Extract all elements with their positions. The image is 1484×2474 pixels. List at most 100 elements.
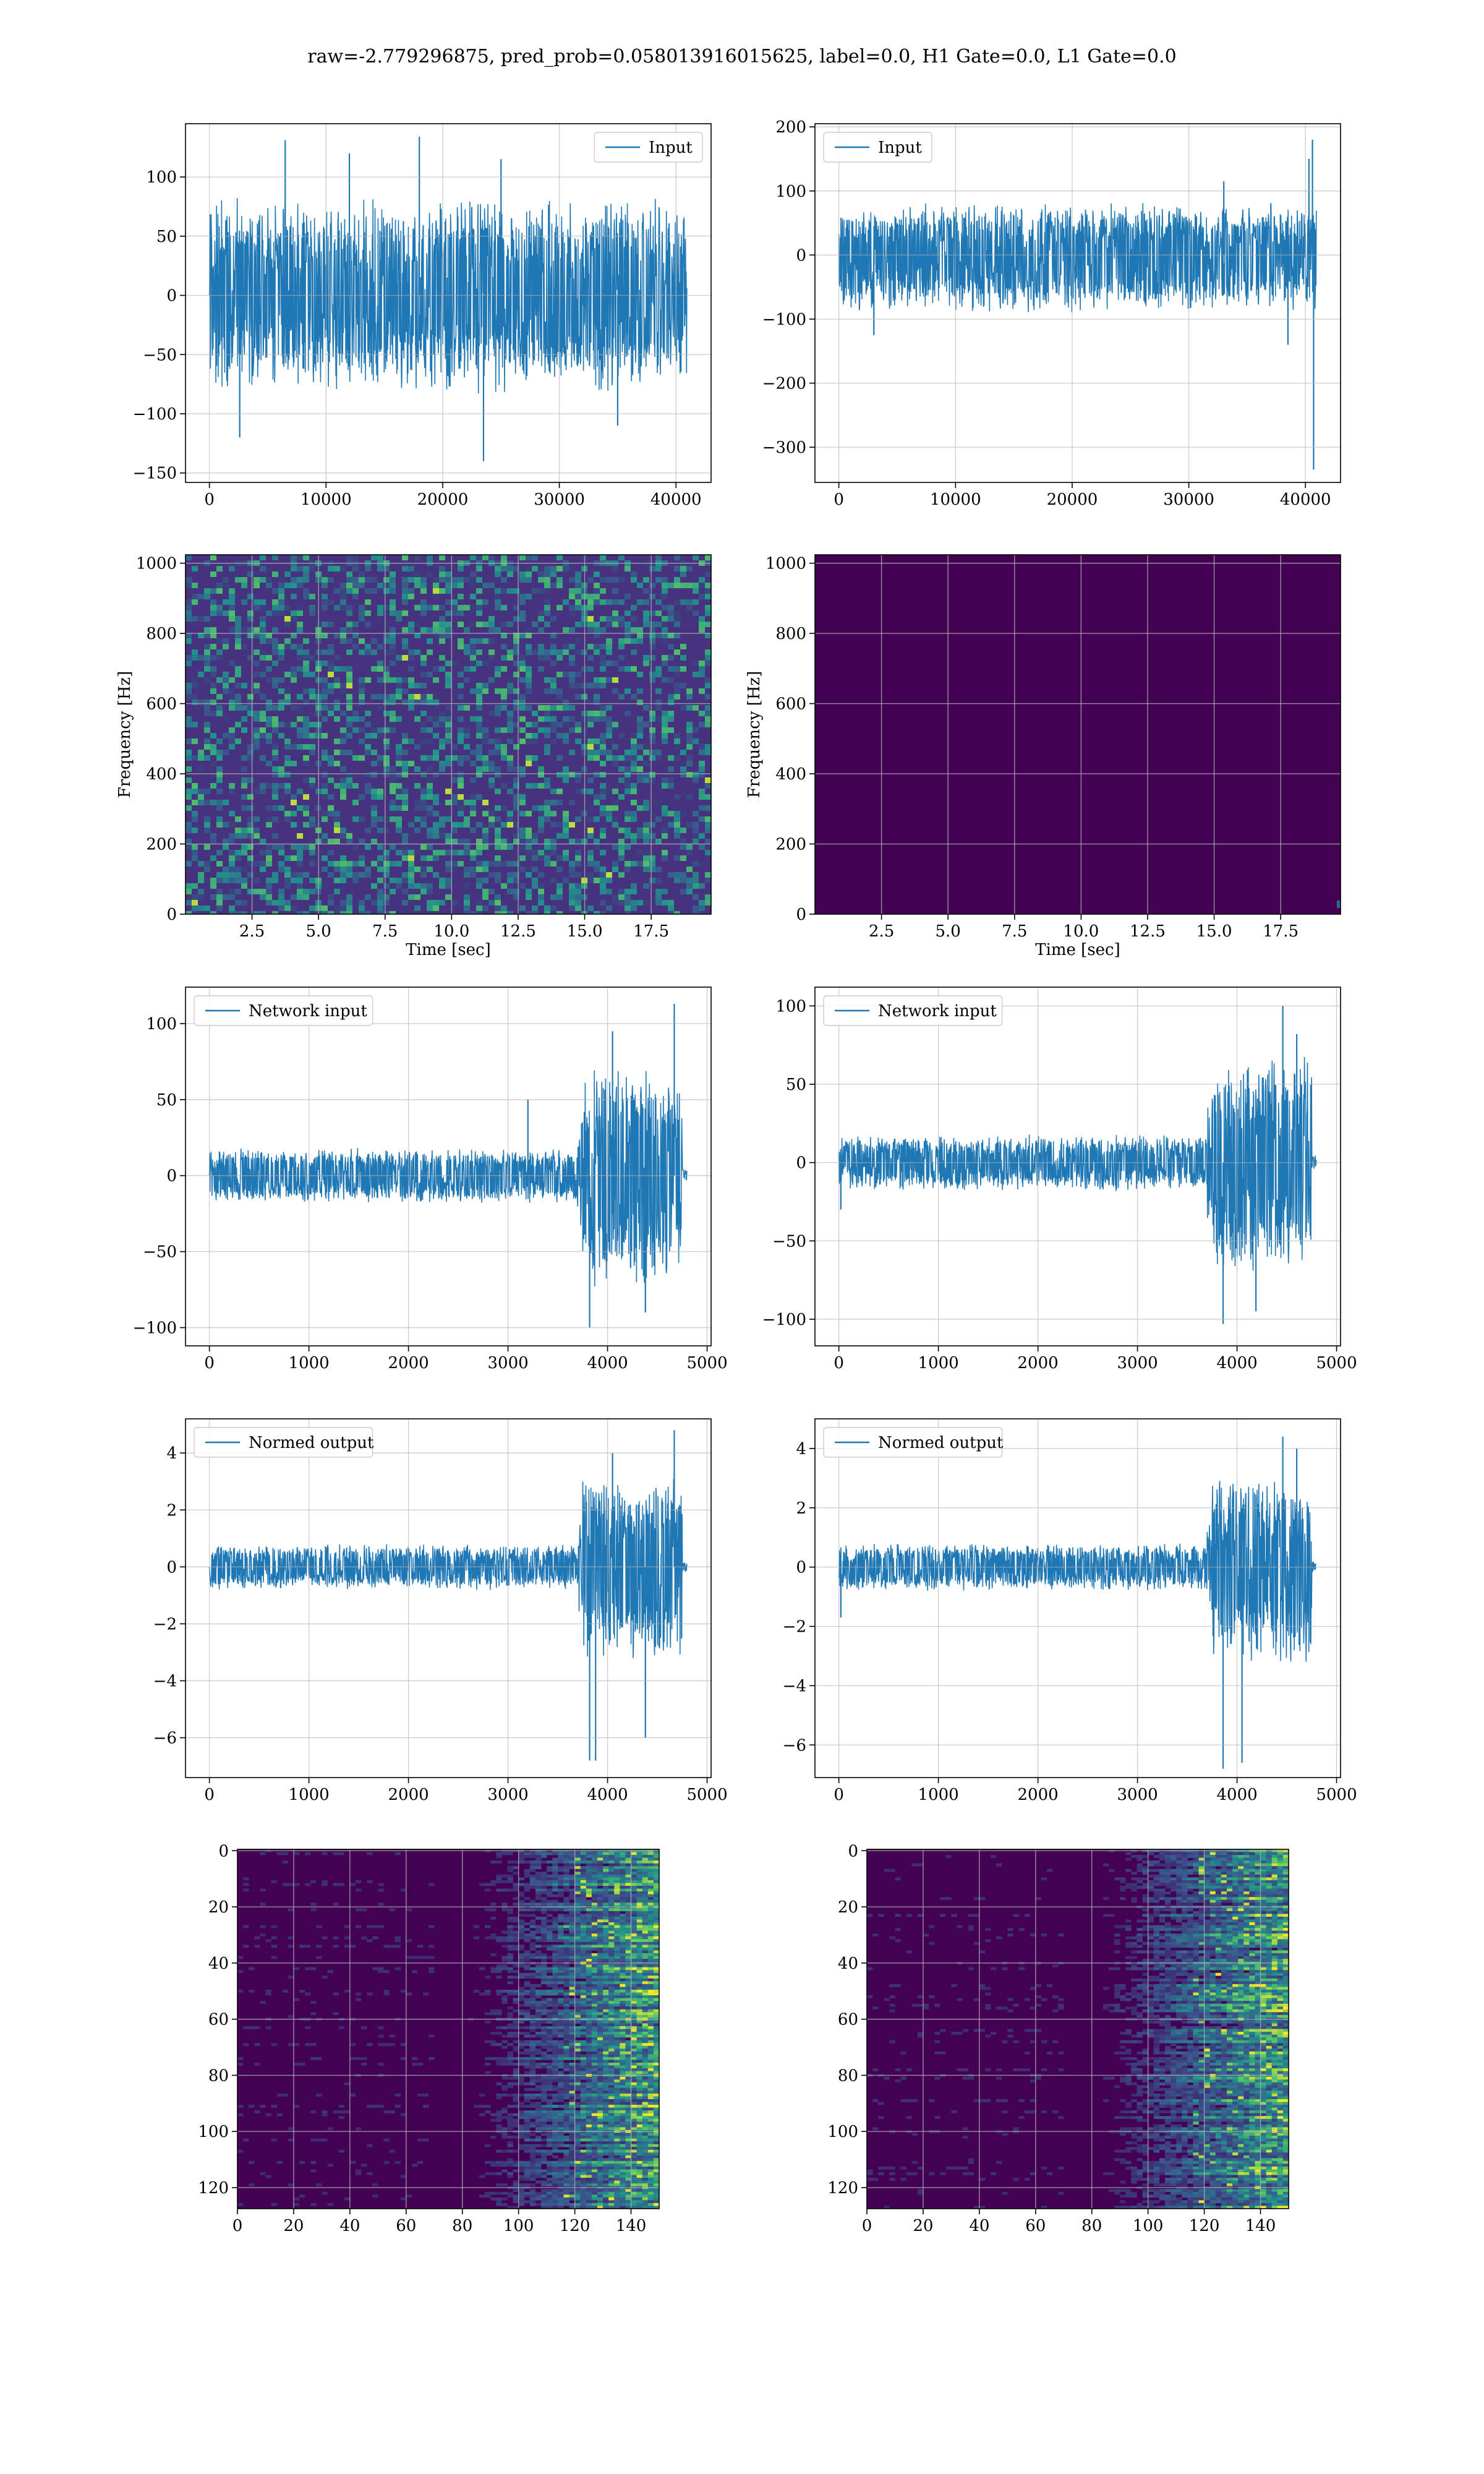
heatmap-cell (591, 2060, 598, 2063)
heatmap-cell (272, 783, 278, 789)
heatmap-cell (608, 1933, 615, 1937)
heatmap-cell (529, 2023, 536, 2027)
heatmap-cell (192, 583, 198, 588)
heatmap-cell (439, 744, 445, 750)
heatmap-cell (402, 766, 408, 772)
heatmap-cell (526, 755, 532, 761)
heatmap-cell (699, 666, 705, 672)
heatmap-cell (563, 1863, 569, 1867)
heatmap-cell (600, 666, 606, 672)
heatmap-cell (408, 761, 414, 766)
heatmap-cell (550, 811, 556, 816)
heatmap-cell (606, 661, 612, 666)
heatmap-cell (284, 644, 291, 649)
heatmap-cell (216, 816, 223, 822)
heatmap-cell (541, 1953, 547, 1956)
heatmap-cell (569, 1970, 575, 1974)
heatmap-cell (603, 1947, 609, 1951)
heatmap-cell (377, 733, 383, 738)
heatmap-cell (647, 1911, 654, 1914)
heatmap-cell (513, 1866, 519, 1870)
heatmap-cell (558, 2048, 564, 2052)
heatmap-cell (550, 616, 556, 622)
heatmap-cell (620, 1855, 626, 1858)
heatmap-cell (186, 900, 192, 905)
heatmap-cell (420, 789, 427, 794)
heatmap-cell (216, 655, 223, 661)
heatmap-cell (334, 705, 340, 711)
heatmap-cell (612, 894, 618, 900)
heatmap-cell (340, 733, 346, 738)
heatmap-cell (552, 1860, 558, 1864)
heatmap-cell (556, 583, 563, 588)
heatmap-cell (693, 727, 699, 733)
heatmap-cell (266, 700, 272, 705)
heatmap-cell (550, 722, 556, 727)
heatmap-cell (305, 2043, 311, 2047)
heatmap-cell (322, 750, 328, 755)
heatmap-cell (192, 722, 198, 727)
heatmap-cell (210, 555, 216, 560)
heatmap-cell (526, 705, 532, 711)
heatmap-cell (278, 588, 284, 594)
heatmap-cell (501, 644, 507, 649)
heatmap-cell (371, 816, 377, 822)
heatmap-cell (328, 894, 334, 900)
heatmap-cell (636, 2076, 643, 2080)
heatmap-cell (614, 2009, 620, 2013)
heatmap-cell (597, 2076, 603, 2080)
heatmap-cell (649, 861, 655, 867)
heatmap-cell (501, 1903, 508, 1906)
heatmap-cell (597, 1868, 603, 1872)
heatmap-cell (445, 705, 451, 711)
heatmap-cell (631, 811, 637, 816)
heatmap-cell (597, 2051, 603, 2055)
heatmap-cell (574, 1956, 581, 1959)
heatmap-cell (243, 1888, 249, 1892)
heatmap-cell (349, 2043, 356, 2047)
heatmap-cell (479, 1883, 485, 1886)
heatmap-cell (636, 1868, 643, 1872)
heatmap-cell (396, 789, 402, 794)
plot-area (208, 1430, 688, 1761)
heatmap-cell (625, 1953, 631, 1956)
heatmap-cell (649, 633, 655, 638)
heatmap-cell (603, 1933, 609, 1937)
heatmap-cell (587, 878, 594, 883)
heatmap-cell (668, 872, 674, 878)
heatmap-cell (541, 1981, 547, 1985)
heatmap-cell (495, 599, 501, 605)
heatmap-cell (631, 1857, 637, 1861)
heatmap-cell (495, 666, 501, 672)
heatmap-cell (606, 616, 612, 622)
heatmap-cell (476, 694, 482, 700)
heatmap-cell (390, 716, 396, 722)
heatmap-cell (316, 1956, 322, 1959)
heatmap-cell (359, 700, 365, 705)
heatmap-cell (603, 1894, 609, 1898)
heatmap-cell (496, 1964, 502, 1967)
heatmap-cell (541, 1877, 547, 1881)
heatmap-cell (383, 861, 390, 867)
heatmap-cell (408, 705, 414, 711)
heatmap-cell (647, 1984, 654, 1987)
heatmap-cell (653, 1911, 659, 1914)
heatmap-cell (470, 644, 476, 649)
heatmap-cell (198, 755, 204, 761)
heatmap-cell (563, 1883, 569, 1886)
heatmap-cell (507, 1852, 513, 1856)
heatmap-cell (552, 1866, 558, 1870)
heatmap-cell (580, 1860, 587, 1864)
heatmap-cell (346, 577, 352, 583)
heatmap-cell (518, 1922, 525, 1925)
heatmap-cell (608, 2026, 615, 2029)
heatmap-cell (372, 1925, 378, 1928)
heatmap-cell (591, 1928, 598, 1931)
heatmap-cell (402, 588, 408, 594)
heatmap-cell (603, 2003, 609, 2007)
heatmap-cell (535, 1975, 542, 1979)
y-tick-label: 400 (146, 765, 177, 784)
heatmap-cell (408, 883, 414, 889)
heatmap-cell (272, 627, 278, 633)
heatmap-cell (519, 800, 526, 805)
